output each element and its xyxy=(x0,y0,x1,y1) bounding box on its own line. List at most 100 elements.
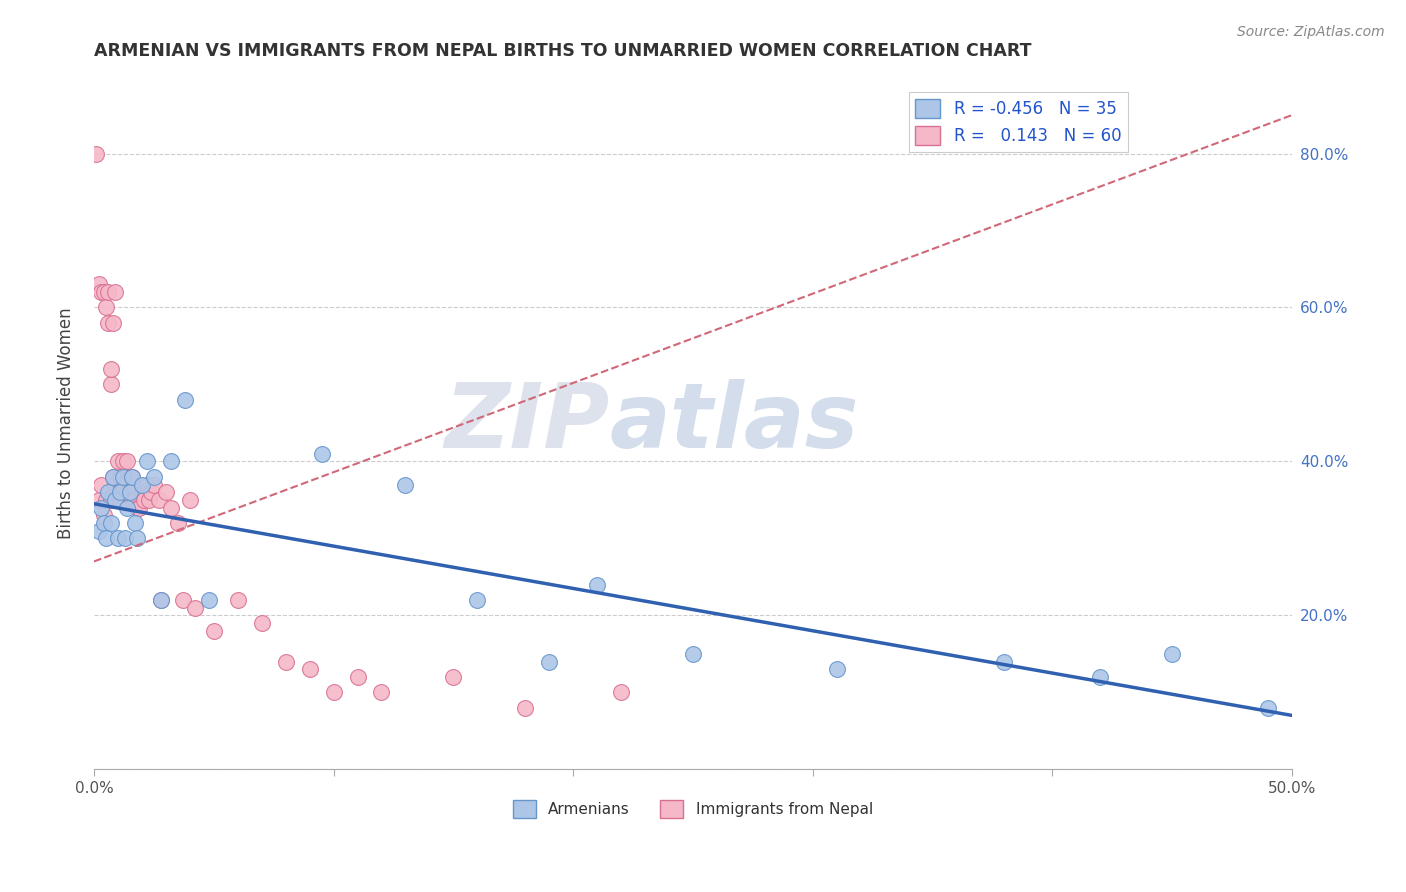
Text: ZIP: ZIP xyxy=(444,379,609,467)
Point xyxy=(100,362,122,376)
Point xyxy=(346,670,368,684)
Point xyxy=(101,470,124,484)
Point xyxy=(515,700,537,714)
Point xyxy=(110,485,132,500)
Point xyxy=(124,516,146,530)
Point xyxy=(111,454,134,468)
Point xyxy=(114,492,136,507)
Point xyxy=(135,477,157,491)
Point xyxy=(117,454,139,468)
Point xyxy=(250,616,273,631)
Point xyxy=(150,593,173,607)
Point xyxy=(141,485,163,500)
Point xyxy=(125,500,148,515)
Point xyxy=(100,377,122,392)
Point xyxy=(121,470,143,484)
Point xyxy=(87,492,110,507)
Point xyxy=(101,316,124,330)
Y-axis label: Births to Unmarried Women: Births to Unmarried Women xyxy=(58,307,75,539)
Point xyxy=(441,670,464,684)
Point xyxy=(610,685,633,699)
Point xyxy=(198,593,221,607)
Point xyxy=(148,492,170,507)
Point xyxy=(226,593,249,607)
Point xyxy=(104,477,127,491)
Point xyxy=(166,516,188,530)
Text: atlas: atlas xyxy=(609,379,859,467)
Text: ARMENIAN VS IMMIGRANTS FROM NEPAL BIRTHS TO UNMARRIED WOMEN CORRELATION CHART: ARMENIAN VS IMMIGRANTS FROM NEPAL BIRTHS… xyxy=(94,42,1032,60)
Point xyxy=(394,477,416,491)
Point xyxy=(110,470,132,484)
Point xyxy=(993,655,1015,669)
Point xyxy=(93,285,115,299)
Point xyxy=(142,477,165,491)
Point xyxy=(97,316,120,330)
Point xyxy=(142,470,165,484)
Point xyxy=(114,532,136,546)
Point xyxy=(107,532,129,546)
Point xyxy=(111,477,134,491)
Point xyxy=(86,146,108,161)
Point xyxy=(117,500,139,515)
Point xyxy=(107,454,129,468)
Point xyxy=(118,485,141,500)
Point xyxy=(100,492,122,507)
Point xyxy=(94,532,117,546)
Point xyxy=(465,593,488,607)
Point xyxy=(87,277,110,292)
Legend: Armenians, Immigrants from Nepal: Armenians, Immigrants from Nepal xyxy=(508,794,879,824)
Point xyxy=(118,470,141,484)
Point xyxy=(183,600,205,615)
Point xyxy=(97,485,120,500)
Point xyxy=(90,500,112,515)
Point xyxy=(150,593,173,607)
Point xyxy=(134,492,156,507)
Point xyxy=(586,577,609,591)
Point xyxy=(138,492,160,507)
Point xyxy=(90,477,112,491)
Point xyxy=(104,492,127,507)
Point xyxy=(111,470,134,484)
Point xyxy=(87,524,110,538)
Point xyxy=(155,485,177,500)
Point xyxy=(93,516,115,530)
Point xyxy=(110,492,132,507)
Point xyxy=(159,454,181,468)
Point xyxy=(825,662,848,676)
Point xyxy=(104,285,127,299)
Point xyxy=(117,485,139,500)
Point xyxy=(322,685,344,699)
Point xyxy=(118,485,141,500)
Point xyxy=(172,593,194,607)
Point xyxy=(131,485,153,500)
Point xyxy=(538,655,561,669)
Point xyxy=(174,392,197,407)
Point xyxy=(311,447,333,461)
Point xyxy=(124,492,146,507)
Point xyxy=(135,454,157,468)
Point xyxy=(100,516,122,530)
Point xyxy=(1161,647,1184,661)
Point xyxy=(94,301,117,315)
Point xyxy=(90,285,112,299)
Text: Source: ZipAtlas.com: Source: ZipAtlas.com xyxy=(1237,25,1385,39)
Point xyxy=(370,685,392,699)
Point xyxy=(101,470,124,484)
Point xyxy=(131,477,153,491)
Point xyxy=(93,508,115,523)
Point xyxy=(121,492,143,507)
Point xyxy=(128,500,150,515)
Point xyxy=(107,485,129,500)
Point xyxy=(121,470,143,484)
Point xyxy=(159,500,181,515)
Point xyxy=(1090,670,1112,684)
Point xyxy=(179,492,201,507)
Point xyxy=(298,662,321,676)
Point xyxy=(94,492,117,507)
Point xyxy=(274,655,297,669)
Point xyxy=(682,647,704,661)
Point xyxy=(97,285,120,299)
Point xyxy=(1257,700,1279,714)
Point xyxy=(114,470,136,484)
Point xyxy=(202,624,225,638)
